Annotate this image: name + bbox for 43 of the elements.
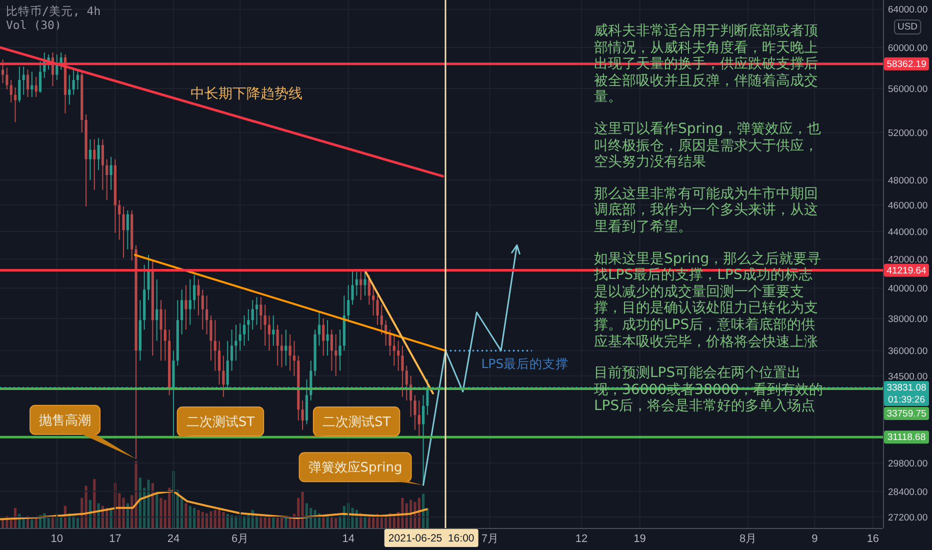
x-tick-label: 10: [50, 533, 64, 545]
annotation: 如果这里是Spring，那么之后就要寻找LPS最后的支撑，LPS成功的标志是以减少的成交量回测一个重要支撑，目的是确认该处阻力已转化为支撑。成功的LPS后，意味着底部的供应基本吸收完毕，价格将会快速上涨: [594, 250, 822, 350]
y-tick-label: 44000.00: [888, 227, 928, 238]
y-tick-label: 38000.00: [888, 314, 928, 326]
chart-title: Vol (30): [6, 18, 62, 32]
y-axis-title: USD: [897, 22, 918, 32]
x-tick-label: 19: [634, 533, 646, 545]
y-tick-label: 27200.00: [888, 512, 928, 524]
y-tick-label: 56000.00: [888, 84, 928, 95]
y-tick-label: 40000.00: [888, 284, 928, 295]
annotation: 那么这里非常有可能成为牛市中期回调底部，我作为一个多头来讲，从这里看到了希望。: [594, 186, 819, 236]
ref-line-label: 33759.75: [886, 408, 926, 420]
x-tick-label: 8月: [739, 533, 757, 545]
x-tick-label: 24: [167, 533, 180, 545]
ref-line-label: 2021-06-25 16:00: [388, 532, 474, 544]
x-tick-label: 12: [575, 533, 588, 545]
y-tick-label: 36000.00: [888, 346, 928, 358]
y-tick-label: 60000.00: [888, 43, 928, 54]
annotation: 抛售高潮: [39, 412, 92, 428]
y-tick-label: 42000.00: [888, 254, 928, 266]
y-tick-label: 52000.00: [888, 128, 928, 139]
annotation: 二次测试ST: [322, 414, 391, 430]
y-tick-label: 64000.00: [888, 4, 928, 16]
chart-title: 比特币/美元, 4h: [6, 4, 101, 18]
x-tick-label: 16: [866, 533, 880, 545]
y-tick-label: 48000.00: [888, 175, 928, 186]
annotation: 弹簧效应Spring: [308, 460, 402, 476]
y-tick-label: 29800.00: [888, 458, 928, 470]
x-tick-label: 14: [342, 533, 354, 545]
annotation: 二次测试ST: [186, 414, 255, 430]
annotation: 这里可以看作Spring，弹簧效应，也叫终极振仓，原因是需求大于供应，空头努力没有结果: [594, 120, 822, 171]
y-tick-label: 34500.00: [888, 371, 928, 382]
annotation: 中长期下降趋势线: [190, 86, 303, 102]
y-tick-label: 28400.00: [888, 486, 928, 498]
ref-line-label: 41219.64: [886, 265, 926, 276]
x-tick-label: 6月: [232, 533, 249, 545]
y-tick-label: 46000.00: [888, 200, 928, 212]
x-tick-label: 7月: [481, 533, 498, 545]
x-tick-label: 17: [109, 533, 122, 545]
ref-line-label: 31118.68: [887, 432, 926, 444]
ref-line-label: 58362.19: [886, 58, 926, 70]
annotation: LPS最后的支撑: [481, 356, 569, 372]
x-tick-label: 9: [812, 533, 818, 545]
